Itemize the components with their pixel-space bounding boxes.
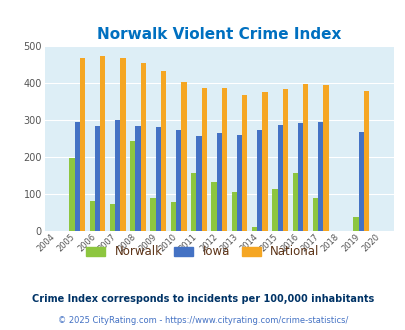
Bar (216, 133, 221, 231)
Bar (196, 136, 201, 231)
Bar (322, 85, 328, 231)
Bar (156, 127, 160, 231)
Bar (89, 201, 95, 231)
Bar (352, 217, 358, 231)
Bar (231, 192, 236, 231)
Bar (271, 189, 277, 231)
Bar (282, 89, 288, 231)
Bar (237, 135, 242, 231)
Bar (140, 63, 146, 231)
Bar (251, 227, 257, 231)
Bar (262, 92, 267, 231)
Legend: Norwalk, Iowa, National: Norwalk, Iowa, National (81, 241, 324, 263)
Bar (135, 126, 140, 231)
Text: © 2025 CityRating.com - https://www.cityrating.com/crime-statistics/: © 2025 CityRating.com - https://www.city… (58, 315, 347, 325)
Bar (211, 182, 216, 231)
Text: Crime Index corresponds to incidents per 100,000 inhabitants: Crime Index corresponds to incidents per… (32, 294, 373, 304)
Bar (100, 56, 105, 231)
Bar (191, 173, 196, 231)
Bar (241, 95, 247, 231)
Bar (257, 130, 262, 231)
Bar (150, 198, 156, 231)
Bar (69, 158, 75, 231)
Bar (160, 71, 166, 231)
Bar (79, 58, 85, 231)
Bar (75, 122, 79, 231)
Bar (302, 83, 308, 231)
Bar (318, 122, 323, 231)
Bar (221, 87, 227, 231)
Bar (130, 141, 135, 231)
Bar (176, 130, 181, 231)
Bar (358, 132, 363, 231)
Bar (297, 123, 303, 231)
Bar (201, 87, 206, 231)
Bar (115, 120, 120, 231)
Bar (120, 58, 126, 231)
Bar (171, 202, 176, 231)
Bar (363, 91, 369, 231)
Bar (277, 124, 282, 231)
Bar (292, 173, 297, 231)
Bar (109, 204, 115, 231)
Title: Norwalk Violent Crime Index: Norwalk Violent Crime Index (97, 27, 341, 42)
Bar (181, 82, 186, 231)
Bar (95, 126, 100, 231)
Bar (312, 198, 318, 231)
